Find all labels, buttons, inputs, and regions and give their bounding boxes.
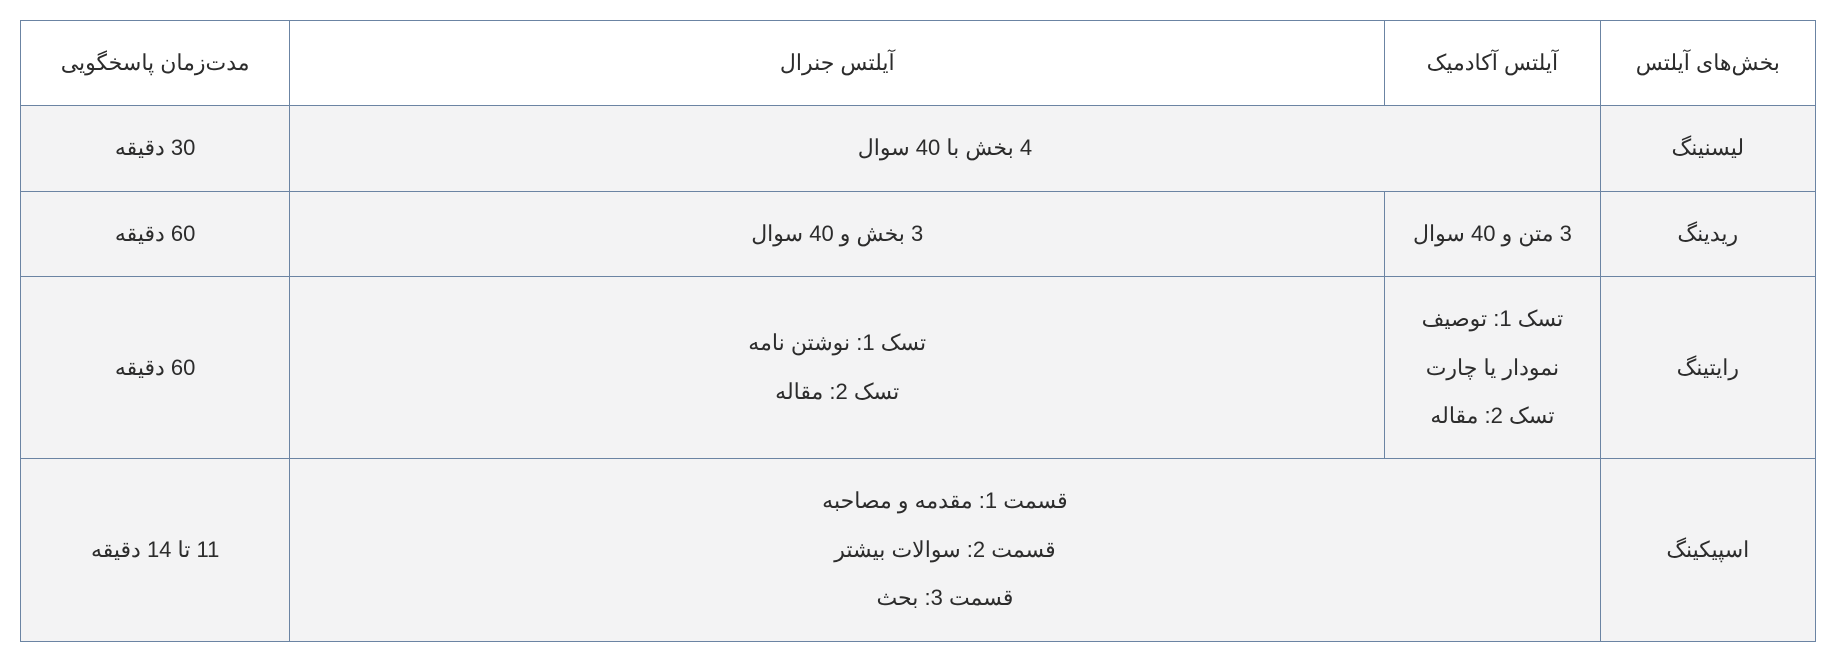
cell-general: تسک 1: نوشتن نامه تسک 2: مقاله: [290, 277, 1385, 459]
table-row: رایتینگتسک 1: توصیف نمودار یا چارت تسک 2…: [21, 277, 1816, 459]
cell-merged: قسمت 1: مقدمه و مصاحبه قسمت 2: سوالات بی…: [290, 459, 1600, 641]
table-row: لیسنینگ4 بخش با 40 سوال30 دقیقه: [21, 106, 1816, 191]
header-academic: آیلتس آکادمیک: [1385, 21, 1600, 106]
cell-academic: تسک 1: توصیف نمودار یا چارت تسک 2: مقاله: [1385, 277, 1600, 459]
table-row: اسپیکینگقسمت 1: مقدمه و مصاحبه قسمت 2: س…: [21, 459, 1816, 641]
cell-section: ریدینگ: [1600, 191, 1815, 276]
table-body: لیسنینگ4 بخش با 40 سوال30 دقیقهریدینگ3 م…: [21, 106, 1816, 641]
header-section: بخش‌های آیلتس: [1600, 21, 1815, 106]
cell-duration: 60 دقیقه: [21, 277, 290, 459]
cell-duration: 60 دقیقه: [21, 191, 290, 276]
table-header-row: بخش‌های آیلتس آیلتس آکادمیک آیلتس جنرال …: [21, 21, 1816, 106]
cell-general: 3 بخش و 40 سوال: [290, 191, 1385, 276]
cell-section: لیسنینگ: [1600, 106, 1815, 191]
cell-academic: 3 متن و 40 سوال: [1385, 191, 1600, 276]
table-row: ریدینگ3 متن و 40 سوال3 بخش و 40 سوال60 د…: [21, 191, 1816, 276]
cell-duration: 30 دقیقه: [21, 106, 290, 191]
header-duration: مدت‌زمان پاسخگویی: [21, 21, 290, 106]
cell-duration: 11 تا 14 دقیقه: [21, 459, 290, 641]
header-general: آیلتس جنرال: [290, 21, 1385, 106]
cell-merged: 4 بخش با 40 سوال: [290, 106, 1600, 191]
cell-section: رایتینگ: [1600, 277, 1815, 459]
cell-section: اسپیکینگ: [1600, 459, 1815, 641]
ielts-sections-table: بخش‌های آیلتس آیلتس آکادمیک آیلتس جنرال …: [20, 20, 1816, 642]
